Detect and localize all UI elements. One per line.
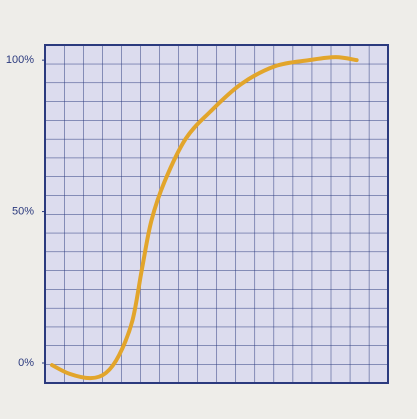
plot-border [44,44,389,384]
line [50,55,359,381]
y-tick-label: 50% [12,205,34,217]
y-tick-label: 0% [18,357,34,369]
y-tick-label: 100% [6,54,34,66]
grid [45,45,388,383]
